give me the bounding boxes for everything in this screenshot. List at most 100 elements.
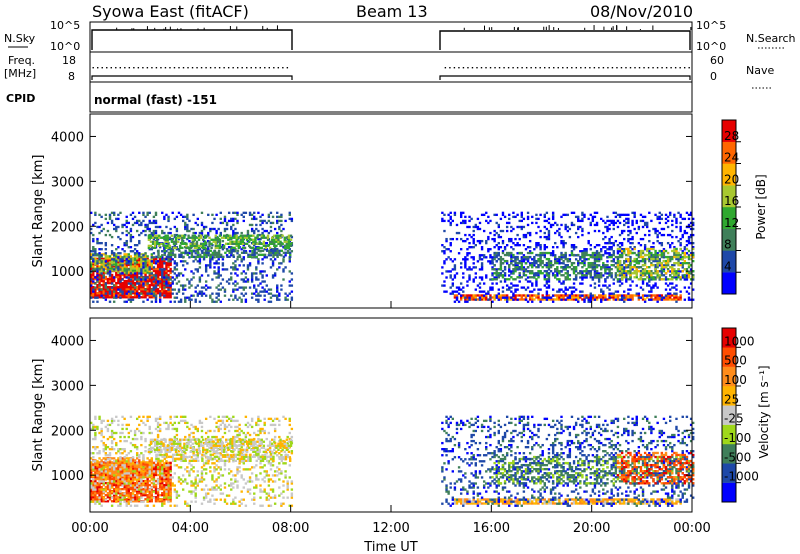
range-gate-cell <box>516 294 519 297</box>
range-gate-cell <box>620 266 624 269</box>
range-gate-cell <box>280 249 284 252</box>
range-gate-cell <box>489 262 492 265</box>
range-gate-cell <box>562 268 565 271</box>
range-gate-cell <box>510 282 513 285</box>
range-gate-cell <box>474 296 478 299</box>
range-gate-cell <box>652 272 655 275</box>
range-gate-cell <box>455 290 459 293</box>
range-gate-cell <box>591 294 595 297</box>
range-gate-cell <box>169 261 172 265</box>
range-gate-cell <box>441 266 444 269</box>
range-gate-cell <box>595 250 599 253</box>
range-gate-cell <box>227 238 230 241</box>
range-gate-cell <box>535 221 538 225</box>
range-gate-cell <box>551 263 555 267</box>
range-gate-cell <box>505 298 509 301</box>
range-gate-cell <box>547 286 551 289</box>
range-gate-cell <box>146 259 149 262</box>
range-gate-cell <box>152 283 156 287</box>
range-gate-cell <box>255 227 258 231</box>
range-gate-cell <box>692 233 695 237</box>
range-gate-cell <box>169 227 172 231</box>
range-gate-cell <box>539 263 542 267</box>
range-gate-cell <box>125 229 128 233</box>
beam-title: Beam 13 <box>356 2 428 21</box>
range-gate-cell <box>127 285 131 289</box>
range-gate-cell <box>522 286 526 289</box>
range-gate-cell <box>160 236 163 239</box>
range-gate-cell <box>184 296 187 299</box>
range-gate-cell <box>658 249 661 253</box>
nsky-noise-spikes <box>116 25 692 30</box>
range-gate-cell <box>98 258 101 261</box>
range-gate-cell <box>204 248 208 251</box>
range-gate-cell <box>652 246 655 249</box>
range-gate-cell <box>135 290 139 293</box>
range-gate-cell <box>144 271 147 274</box>
range-gate-cell <box>616 244 620 247</box>
range-gate-cell <box>558 270 561 273</box>
colorbar-tick-label: 24 <box>724 151 739 165</box>
range-gate-cell <box>184 249 187 252</box>
range-gate-cell <box>654 251 657 255</box>
range-gate-cell <box>149 240 153 243</box>
range-gate-cell <box>629 270 632 273</box>
range-gate-cell <box>185 242 188 245</box>
range-gate-cell <box>629 261 632 265</box>
range-gate-cell <box>545 261 549 265</box>
range-gate-cell <box>217 258 220 261</box>
range-gate-cell <box>522 233 526 237</box>
range-gate-cell <box>629 276 632 279</box>
range-gate-cell <box>466 248 469 251</box>
range-gate-cell <box>681 263 684 267</box>
range-gate-cell <box>250 227 254 231</box>
range-gate-cell <box>556 260 559 263</box>
range-gate-cell <box>108 300 112 303</box>
range-gate-cell <box>100 283 103 287</box>
range-gate-cell <box>608 292 611 295</box>
range-gate-cell <box>648 270 651 273</box>
range-gate-cell <box>560 296 563 299</box>
range-gate-cell <box>579 250 582 253</box>
range-gate-cell <box>485 294 488 297</box>
range-gate-cell <box>148 273 151 277</box>
range-gate-cell <box>125 281 128 285</box>
range-gate-cell <box>235 242 238 245</box>
range-gate-cell <box>252 242 255 245</box>
range-gate-cell <box>505 278 509 281</box>
range-gate-cell <box>94 268 97 271</box>
range-gate-cell <box>131 263 135 267</box>
range-gate-cell <box>675 296 678 299</box>
range-gate-cell <box>254 238 257 241</box>
range-gate-cell <box>620 251 624 255</box>
range-gate-cell <box>562 266 565 269</box>
range-gate-cell <box>135 265 139 268</box>
range-gate-cell <box>447 270 450 273</box>
range-gate-cell <box>163 253 166 256</box>
range-gate-cell <box>451 260 455 263</box>
range-gate-cell <box>579 276 582 279</box>
range-gate-cell <box>585 276 588 279</box>
range-gate-cell <box>487 292 490 295</box>
freq-dot <box>200 67 203 69</box>
range-gate-cell <box>462 239 465 243</box>
range-gate-cell <box>199 253 202 256</box>
range-gate-cell <box>169 257 172 261</box>
range-gate-cell <box>265 274 268 277</box>
range-gate-cell <box>518 259 521 263</box>
range-gate-cell <box>581 282 584 285</box>
range-gate-cell <box>135 229 139 233</box>
range-gate-cell <box>600 288 603 291</box>
range-gate-cell <box>261 231 264 235</box>
range-gate-cell <box>685 276 689 279</box>
freq-dot <box>566 67 568 69</box>
range-gate-cell <box>687 255 691 259</box>
range-gate-cell <box>687 254 691 257</box>
freq-dot <box>629 67 632 69</box>
range-gate-cell <box>501 251 505 255</box>
range-gate-cell <box>462 219 465 223</box>
range-gate-cell <box>681 217 684 221</box>
range-gate-cell <box>650 263 653 267</box>
range-gate-cell <box>474 288 478 291</box>
